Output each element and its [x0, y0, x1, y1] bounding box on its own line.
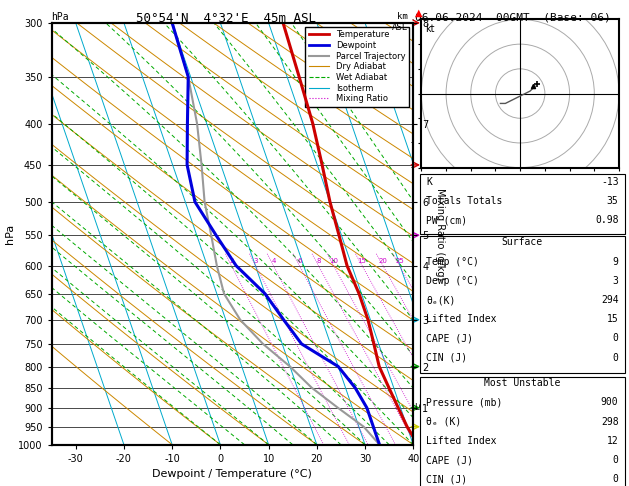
Text: 50°54'N  4°32'E  45m ASL: 50°54'N 4°32'E 45m ASL: [136, 12, 316, 25]
Text: 15: 15: [358, 258, 367, 263]
Text: 25: 25: [395, 258, 404, 263]
Text: 294: 294: [601, 295, 618, 305]
Text: 0: 0: [613, 333, 618, 344]
Text: CIN (J): CIN (J): [426, 353, 467, 363]
FancyBboxPatch shape: [420, 174, 625, 234]
Text: θₑ(K): θₑ(K): [426, 295, 455, 305]
Text: 06.06.2024  00GMT  (Base: 06): 06.06.2024 00GMT (Base: 06): [415, 12, 611, 22]
Text: 0: 0: [613, 455, 618, 465]
Text: ▲: ▲: [415, 7, 423, 17]
Text: 35: 35: [607, 196, 618, 206]
Text: Pressure (mb): Pressure (mb): [426, 398, 503, 407]
Text: Lifted Index: Lifted Index: [426, 436, 497, 446]
Text: Most Unstable: Most Unstable: [484, 378, 560, 388]
Text: 298: 298: [601, 417, 618, 427]
Text: 12: 12: [607, 436, 618, 446]
Text: 3: 3: [613, 276, 618, 286]
Text: Totals Totals: Totals Totals: [426, 196, 503, 206]
Text: CAPE (J): CAPE (J): [426, 455, 473, 465]
Text: 0.98: 0.98: [595, 215, 618, 225]
Text: 2: 2: [230, 258, 234, 263]
Text: Lifted Index: Lifted Index: [426, 314, 497, 324]
Text: 0: 0: [613, 353, 618, 363]
Text: 20: 20: [379, 258, 387, 263]
Text: 4: 4: [271, 258, 276, 263]
Text: K: K: [426, 176, 432, 187]
Text: 0: 0: [613, 474, 618, 484]
Text: 900: 900: [601, 398, 618, 407]
Legend: Temperature, Dewpoint, Parcel Trajectory, Dry Adiabat, Wet Adiabat, Isotherm, Mi: Temperature, Dewpoint, Parcel Trajectory…: [305, 27, 409, 106]
FancyBboxPatch shape: [420, 236, 625, 374]
Text: kt: kt: [425, 24, 435, 34]
Text: PW (cm): PW (cm): [426, 215, 467, 225]
Text: hPa: hPa: [52, 12, 69, 22]
Y-axis label: hPa: hPa: [5, 224, 15, 244]
Text: LCL: LCL: [414, 403, 429, 412]
Text: 9: 9: [613, 257, 618, 267]
Text: CIN (J): CIN (J): [426, 474, 467, 484]
Text: Dewp (°C): Dewp (°C): [426, 276, 479, 286]
X-axis label: Dewpoint / Temperature (°C): Dewpoint / Temperature (°C): [152, 469, 313, 479]
Text: Temp (°C): Temp (°C): [426, 257, 479, 267]
Text: CAPE (J): CAPE (J): [426, 333, 473, 344]
Text: 15: 15: [607, 314, 618, 324]
Text: km
ASL: km ASL: [391, 12, 408, 32]
Text: θₑ (K): θₑ (K): [426, 417, 462, 427]
Text: -13: -13: [601, 176, 618, 187]
Text: 8: 8: [316, 258, 321, 263]
Y-axis label: Mixing Ratio (g/kg): Mixing Ratio (g/kg): [435, 188, 445, 280]
FancyBboxPatch shape: [420, 377, 625, 486]
Text: 6: 6: [297, 258, 302, 263]
Text: Surface: Surface: [502, 237, 543, 247]
Text: 3: 3: [253, 258, 258, 263]
Text: 10: 10: [329, 258, 338, 263]
